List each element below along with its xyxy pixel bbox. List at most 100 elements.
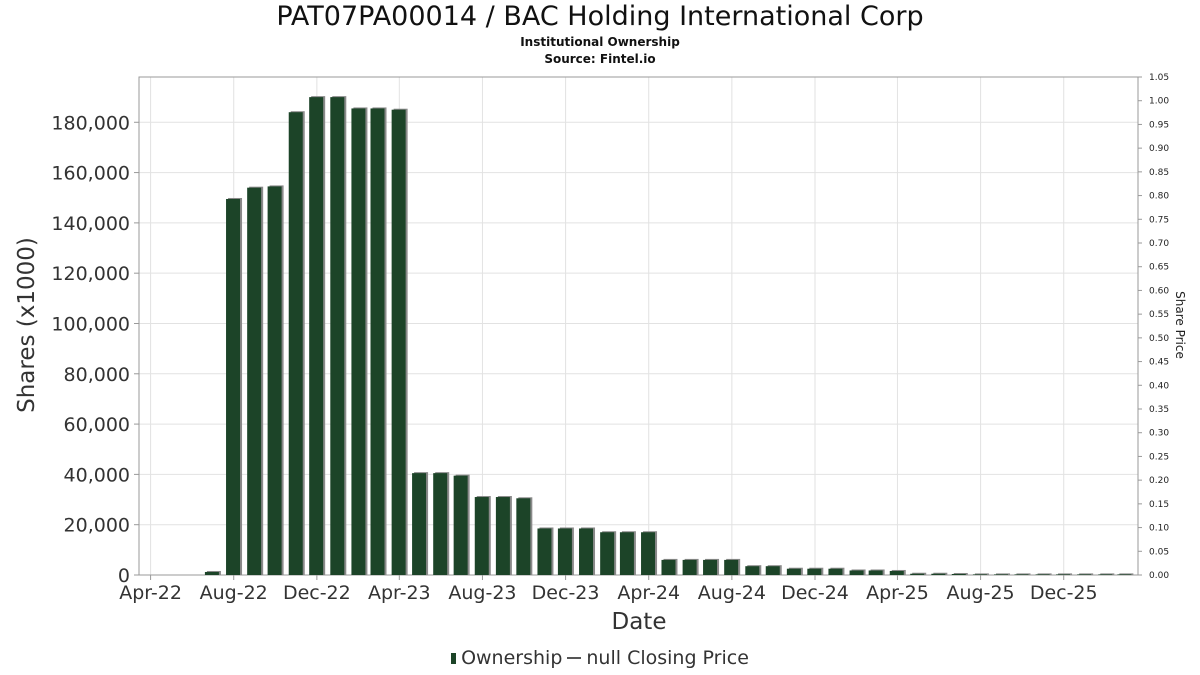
ownership-bar xyxy=(828,568,843,575)
ownership-bar xyxy=(972,574,987,575)
x-tick-label: Dec-24 xyxy=(781,582,849,604)
x-axis: Apr-22 Aug-22 Dec-22 Apr-23 Aug-23 Dec-23 Apr-… xyxy=(119,575,1098,604)
ownership-bar xyxy=(951,573,966,575)
y2-tick-label: 0.35 xyxy=(1149,405,1169,415)
ownership-bar xyxy=(267,186,282,575)
y-tick-label: 180,000 xyxy=(51,112,130,134)
ownership-bar xyxy=(786,568,801,575)
ownership-bar xyxy=(1117,574,1132,575)
y2-tick-label: 0.20 xyxy=(1149,476,1169,486)
chart-subtitle: Institutional Ownership xyxy=(520,35,680,49)
x-tick-label: Aug-23 xyxy=(448,582,516,604)
x-tick-label: Aug-25 xyxy=(947,582,1015,604)
ownership-bar xyxy=(661,559,676,575)
y2-tick-label: 0.65 xyxy=(1149,263,1169,273)
y2-tick-label: 0.50 xyxy=(1149,334,1169,344)
bars xyxy=(204,96,1134,576)
ownership-bar xyxy=(619,532,634,575)
y2-tick-label: 0.75 xyxy=(1149,215,1169,225)
y2-tick-label: 0.25 xyxy=(1149,452,1169,462)
ownership-bar xyxy=(868,570,883,575)
y2-tick-label: 0.45 xyxy=(1149,358,1169,368)
ownership-bar xyxy=(309,97,324,575)
ownership-bar xyxy=(288,112,303,575)
x-tick-label: Apr-24 xyxy=(617,582,680,604)
ownership-bar xyxy=(1098,574,1113,575)
y-tick-label: 100,000 xyxy=(51,313,130,335)
price-legend-label: null Closing Price xyxy=(586,647,749,669)
x-tick-label: Apr-25 xyxy=(866,582,929,604)
y2-axis-title: Share Price xyxy=(1173,291,1187,359)
y2-tick-label: 0.80 xyxy=(1149,192,1169,202)
ownership-bar-shadow xyxy=(1016,573,1031,575)
ownership-legend-swatch xyxy=(451,652,457,664)
ownership-bar xyxy=(412,473,427,575)
y2-tick-label: 0.15 xyxy=(1149,500,1169,510)
ownership-bar xyxy=(600,532,615,575)
ownership-bar xyxy=(516,498,531,575)
y2-tick-label: 1.00 xyxy=(1149,97,1169,107)
ownership-legend-label: Ownership xyxy=(461,647,563,669)
y2-tick-label: 0.70 xyxy=(1149,239,1169,249)
y-tick-label: 80,000 xyxy=(64,364,130,386)
y2-tick-label: 0.85 xyxy=(1149,168,1169,178)
y2-tick-label: 0.95 xyxy=(1149,120,1169,130)
ownership-bar-shadow xyxy=(1037,573,1052,575)
ownership-bar xyxy=(682,559,697,575)
right-axis: 0.00 0.05 0.10 0.15 0.20 0.25 0.30 0.35 0.40 0.45… xyxy=(1138,73,1169,581)
ownership-bar xyxy=(931,573,946,575)
y-axis-title: Shares (x1000) xyxy=(14,237,40,413)
x-tick-label: Dec-22 xyxy=(283,582,351,604)
ownership-bar xyxy=(579,528,594,575)
y2-tick-label: 0.10 xyxy=(1149,524,1169,534)
plot-area xyxy=(138,76,1139,576)
ownership-bar-shadow xyxy=(1079,573,1094,575)
x-tick-label: Apr-22 xyxy=(119,582,182,604)
ownership-bar xyxy=(495,497,510,575)
ownership-bar-shadow xyxy=(996,573,1011,575)
ownership-bar xyxy=(849,570,864,575)
y2-tick-label: 0.60 xyxy=(1149,286,1169,296)
ownership-bar xyxy=(537,528,552,575)
ownership-bar-shadow xyxy=(1119,573,1134,575)
ownership-bar xyxy=(351,108,366,575)
y2-tick-label: 0.30 xyxy=(1149,429,1169,439)
y-tick-label: 120,000 xyxy=(51,263,130,285)
y-tick-label: 0 xyxy=(118,565,130,587)
x-tick-label: Aug-24 xyxy=(698,582,766,604)
legend: Ownership null Closing Price xyxy=(0,647,1200,669)
ownership-bar xyxy=(1056,574,1071,575)
ownership-bar xyxy=(703,559,718,575)
ownership-bar xyxy=(453,475,468,575)
y2-tick-label: 0.90 xyxy=(1149,144,1169,154)
y-tick-label: 60,000 xyxy=(64,414,130,436)
y-tick-label: 160,000 xyxy=(51,163,130,185)
ownership-bar xyxy=(641,532,656,575)
ownership-bar-shadow xyxy=(1058,573,1073,575)
ownership-bar xyxy=(474,497,489,575)
chart-title: PAT07PA00014 / BAC Holding International… xyxy=(276,1,924,32)
y2-tick-label: 0.00 xyxy=(1149,571,1169,581)
ownership-bar xyxy=(910,573,925,575)
x-tick-label: Dec-25 xyxy=(1030,582,1098,604)
ownership-bar xyxy=(994,574,1009,575)
x-tick-label: Apr-23 xyxy=(368,582,431,604)
y2-tick-label: 0.05 xyxy=(1149,547,1169,557)
y-tick-label: 20,000 xyxy=(64,515,130,537)
ownership-bar xyxy=(724,559,739,575)
ownership-bar xyxy=(433,473,448,575)
ownership-bar xyxy=(1014,574,1029,575)
left-axis: 0 20,000 40,000 60,000 80,000 100,000 120,000 1… xyxy=(51,112,139,587)
x-axis-title: Date xyxy=(612,609,667,635)
price-legend-swatch xyxy=(567,657,582,659)
ownership-bar xyxy=(330,97,345,575)
y2-tick-label: 0.55 xyxy=(1149,310,1169,320)
ownership-bar-shadow xyxy=(974,573,989,575)
ownership-bar xyxy=(204,571,219,575)
ownership-bar xyxy=(1077,574,1092,575)
y2-tick-label: 1.05 xyxy=(1149,73,1169,83)
grid xyxy=(139,77,1138,576)
ownership-bar xyxy=(765,566,780,575)
ownership-bar xyxy=(557,528,572,575)
